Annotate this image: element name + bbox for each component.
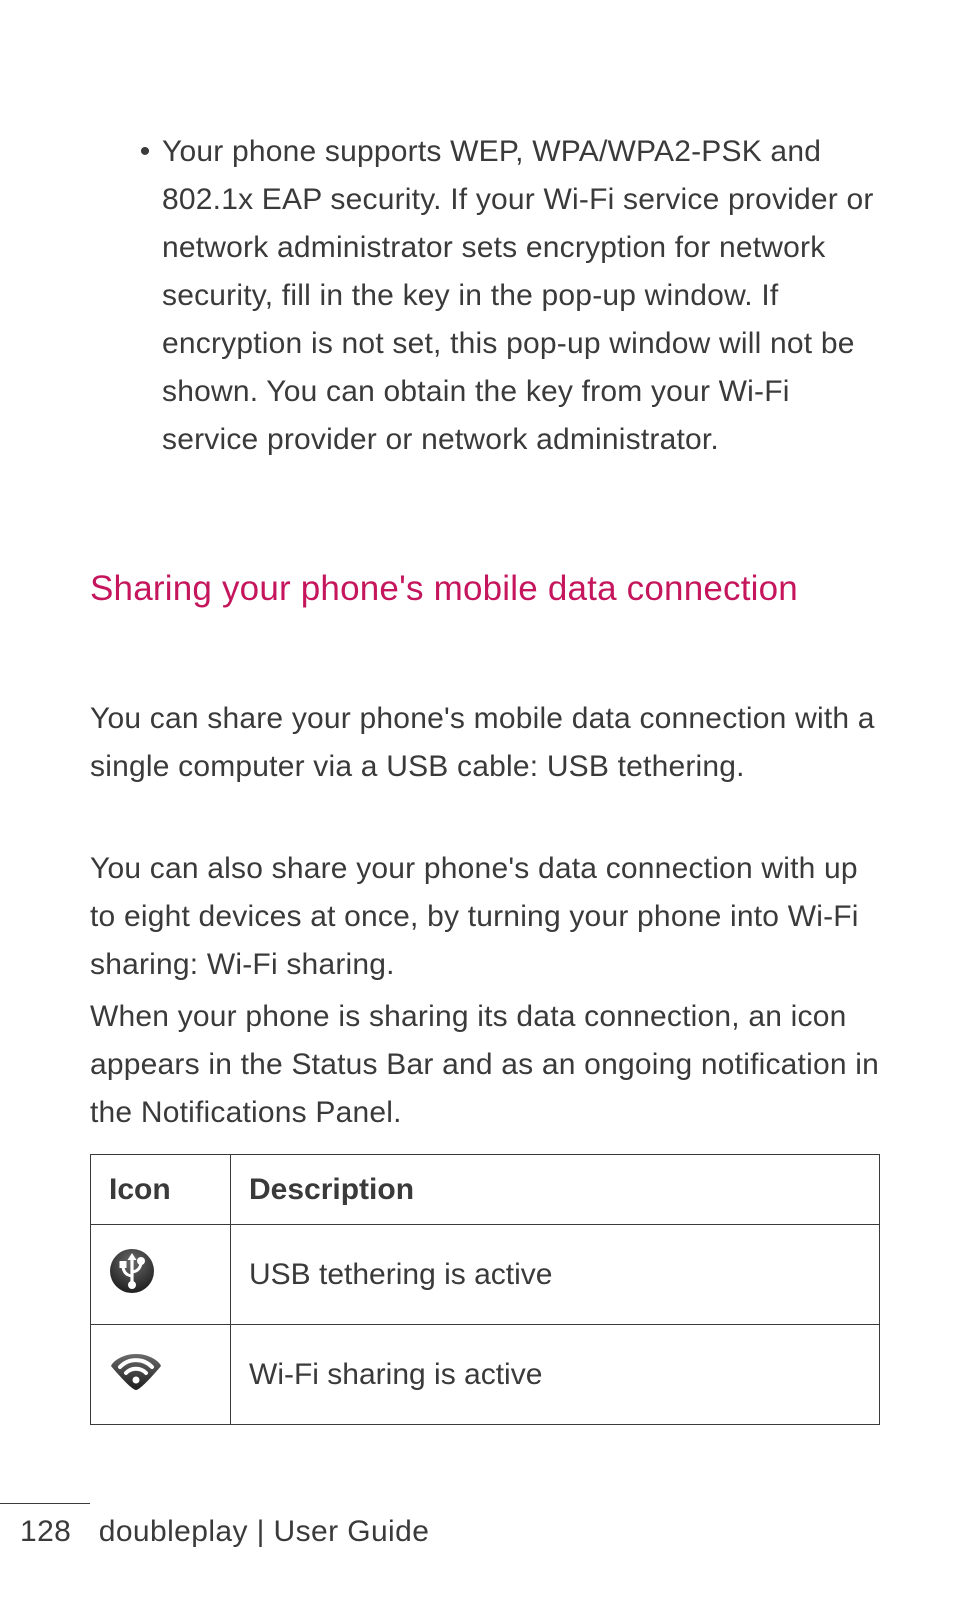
table-header-icon: Icon [91, 1155, 231, 1225]
bullet-marker: • [128, 128, 162, 176]
footer-product: doubleplay [99, 1515, 248, 1548]
footer-rule [0, 1503, 90, 1504]
table-row: Wi-Fi sharing is active [91, 1325, 880, 1425]
manual-page: • Your phone supports WEP, WPA/WPA2-PSK … [0, 0, 954, 1621]
wifi-share-icon [109, 1350, 163, 1400]
table-cell-icon [91, 1325, 231, 1425]
usb-tether-icon [109, 1248, 155, 1302]
table-row: USB tethering is active [91, 1225, 880, 1325]
footer-title: User Guide [274, 1515, 430, 1548]
paragraph-1: You can share your phone's mobile data c… [90, 695, 880, 791]
bullet-list: • Your phone supports WEP, WPA/WPA2-PSK … [128, 128, 878, 464]
bullet-item: • Your phone supports WEP, WPA/WPA2-PSK … [128, 128, 878, 464]
table-cell-description: Wi-Fi sharing is active [231, 1325, 880, 1425]
table-cell-description: USB tethering is active [231, 1225, 880, 1325]
section-heading: Sharing your phone's mobile data connect… [90, 562, 880, 616]
table-header-row: Icon Description [91, 1155, 880, 1225]
paragraph-3: When your phone is sharing its data conn… [90, 993, 880, 1137]
table-header-description: Description [231, 1155, 880, 1225]
table-cell-icon [91, 1225, 231, 1325]
page-footer: 128 doubleplay | User Guide [0, 1503, 954, 1553]
page-number: 128 [20, 1515, 90, 1549]
paragraph-2: You can also share your phone's data con… [90, 845, 880, 989]
bullet-text: Your phone supports WEP, WPA/WPA2-PSK an… [162, 128, 878, 464]
footer-text: 128 doubleplay | User Guide [20, 1515, 429, 1549]
footer-separator: | [248, 1515, 274, 1548]
icon-description-table: Icon Description [90, 1154, 880, 1425]
